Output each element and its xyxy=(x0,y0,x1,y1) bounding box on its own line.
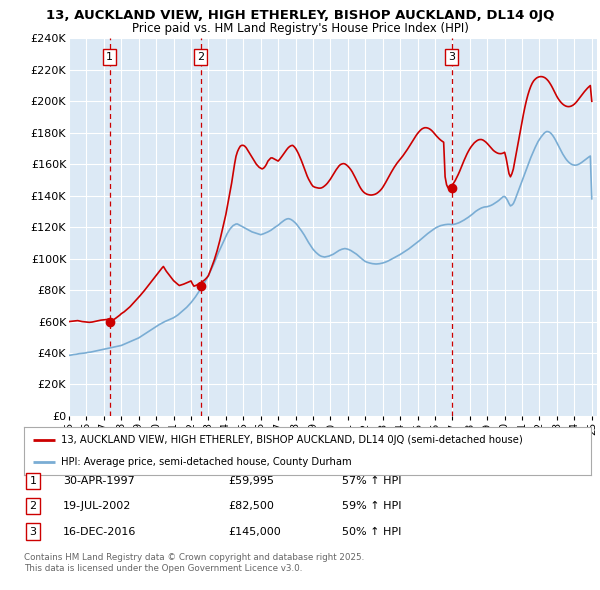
Text: HPI: Average price, semi-detached house, County Durham: HPI: Average price, semi-detached house,… xyxy=(61,457,352,467)
Text: 16-DEC-2016: 16-DEC-2016 xyxy=(63,527,136,536)
Text: 50% ↑ HPI: 50% ↑ HPI xyxy=(342,527,401,536)
Text: £59,995: £59,995 xyxy=(228,476,274,486)
Text: 19-JUL-2002: 19-JUL-2002 xyxy=(63,502,131,511)
Text: 2: 2 xyxy=(29,502,37,511)
Text: £145,000: £145,000 xyxy=(228,527,281,536)
Text: 3: 3 xyxy=(29,527,37,536)
Text: 59% ↑ HPI: 59% ↑ HPI xyxy=(342,502,401,511)
Text: 3: 3 xyxy=(448,53,455,62)
Text: 57% ↑ HPI: 57% ↑ HPI xyxy=(342,476,401,486)
Text: 1: 1 xyxy=(106,53,113,62)
Text: 30-APR-1997: 30-APR-1997 xyxy=(63,476,135,486)
Text: 2: 2 xyxy=(197,53,204,62)
Text: £82,500: £82,500 xyxy=(228,502,274,511)
Text: Contains HM Land Registry data © Crown copyright and database right 2025.
This d: Contains HM Land Registry data © Crown c… xyxy=(24,553,364,573)
Text: 13, AUCKLAND VIEW, HIGH ETHERLEY, BISHOP AUCKLAND, DL14 0JQ (semi-detached house: 13, AUCKLAND VIEW, HIGH ETHERLEY, BISHOP… xyxy=(61,435,523,445)
Text: 1: 1 xyxy=(29,476,37,486)
Text: Price paid vs. HM Land Registry's House Price Index (HPI): Price paid vs. HM Land Registry's House … xyxy=(131,22,469,35)
Text: 13, AUCKLAND VIEW, HIGH ETHERLEY, BISHOP AUCKLAND, DL14 0JQ: 13, AUCKLAND VIEW, HIGH ETHERLEY, BISHOP… xyxy=(46,9,554,22)
